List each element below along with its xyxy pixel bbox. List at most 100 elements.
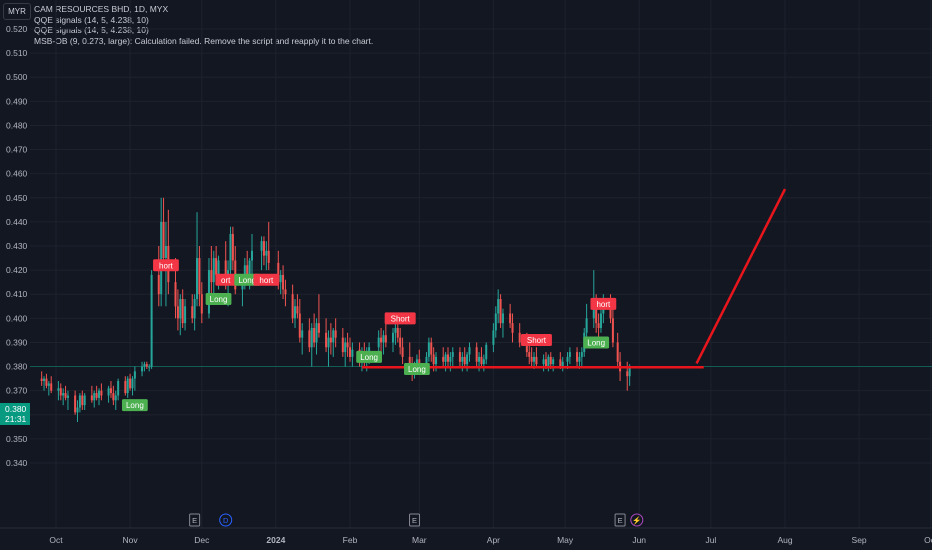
y-tick-label: 0.500: [6, 72, 28, 82]
earnings-marker[interactable]: E: [409, 513, 421, 527]
candle-body: [148, 366, 151, 368]
candle-body: [611, 318, 614, 343]
signal-text: ort: [221, 276, 231, 285]
drawings[interactable]: [361, 188, 787, 369]
legend-indicator-msb-ob[interactable]: MSB-OB (9, 0.273, large): Calculation fa…: [34, 35, 374, 46]
x-tick-label: Jul: [705, 535, 716, 545]
candle-body: [301, 330, 304, 338]
candle-body: [157, 274, 160, 295]
candle-body: [277, 262, 280, 283]
time-axis[interactable]: Oct Nov Dec 2024 Feb Mar Apr May Jun Jul Aug Sep Oct: [0, 527, 932, 545]
split-marker[interactable]: ⚡: [630, 513, 644, 527]
candle-body: [296, 306, 299, 314]
candle-body: [425, 356, 428, 365]
candle-body: [267, 250, 270, 263]
candle-body: [616, 342, 619, 362]
signal-box: [153, 259, 179, 272]
candle-body: [325, 332, 328, 348]
short-signal-label: hort: [253, 273, 280, 286]
candle-body: [535, 356, 538, 365]
signal-text: hort: [159, 261, 174, 270]
candle-body: [482, 359, 485, 365]
candle-body: [408, 356, 411, 367]
candle-body: [74, 395, 77, 413]
price-tag-countdown: 21:31: [5, 414, 27, 424]
legend-indicator-qqe-2[interactable]: QQE signals (14, 5, 4.238, 10): [34, 25, 149, 35]
legend-indicator-qqe-1[interactable]: QQE signals (14, 5, 4.238, 10): [34, 14, 149, 25]
candle-body: [432, 354, 435, 365]
candle-body: [317, 323, 320, 333]
event-markers[interactable]: E D E E ⚡: [189, 513, 644, 527]
x-tick-label: Oct: [49, 535, 63, 545]
short-signal-label: hort: [153, 259, 179, 272]
candle-body: [207, 270, 210, 314]
candle-body: [47, 383, 50, 386]
candle-body: [501, 313, 504, 324]
candle-body: [126, 378, 129, 394]
candle-body: [444, 354, 447, 362]
candle-body: [95, 393, 98, 398]
candle-body: [224, 260, 227, 280]
marker-text: E: [192, 516, 197, 525]
candle-body: [90, 395, 93, 401]
candle-body: [380, 337, 383, 343]
signal-box: [404, 362, 430, 375]
trend-line-drawing[interactable]: [695, 188, 787, 364]
candle-body: [480, 356, 483, 365]
candle-body: [626, 371, 629, 377]
currency-button[interactable]: MYR: [3, 3, 31, 20]
price-tag: 0.380 21:31: [0, 403, 30, 425]
x-tick-label: Oct: [924, 535, 932, 545]
candle-body: [585, 318, 588, 333]
y-tick-label: 0.350: [6, 434, 28, 444]
marker-text: ⚡: [632, 516, 641, 525]
candle-body: [430, 342, 433, 355]
candle-body: [547, 356, 550, 367]
candle-body: [377, 337, 380, 348]
candle-body: [83, 395, 86, 406]
price-axis[interactable]: 0.3400.3500.3600.3700.3800.3900.4000.410…: [6, 24, 28, 468]
candle-body: [291, 294, 294, 319]
candle-body: [576, 352, 579, 362]
candle-body: [561, 361, 564, 367]
candle-body: [475, 347, 478, 362]
candle-body: [133, 371, 136, 379]
candle-body: [530, 356, 533, 362]
candle-body: [193, 299, 196, 319]
legend-symbol-line[interactable]: CAM RESOURCES BHD, 1D, MYX: [34, 4, 169, 14]
candle-body: [59, 388, 62, 396]
y-tick-label: 0.340: [6, 458, 28, 468]
candle-body: [57, 388, 60, 391]
candle-body: [248, 260, 251, 275]
candle-body: [468, 347, 471, 355]
candle-body: [66, 395, 69, 398]
chart-legend: CAM RESOURCES BHD, 1D, MYX QQE signals (…: [34, 4, 373, 46]
candle-body: [394, 327, 397, 333]
candle-body: [461, 356, 464, 362]
chart-grid: [30, 0, 932, 528]
candle-body: [528, 352, 531, 357]
signal-text: hort: [259, 276, 274, 285]
candle-body: [265, 250, 268, 256]
candle-body: [533, 356, 536, 362]
long-signal-label: Long: [121, 399, 148, 412]
earnings-marker[interactable]: E: [189, 513, 201, 527]
x-tick-label: Sep: [852, 535, 867, 545]
candle-body: [145, 364, 148, 367]
earnings-marker[interactable]: E: [614, 513, 626, 527]
short-signal-label: Short: [520, 334, 552, 347]
candle-body: [549, 356, 552, 365]
dividend-marker[interactable]: D: [219, 513, 233, 527]
candle-body: [463, 356, 466, 365]
candle-body: [282, 274, 285, 290]
candle-body: [164, 246, 167, 259]
candle-body: [217, 260, 220, 275]
candle-body: [260, 241, 263, 251]
candle-body: [129, 378, 132, 389]
signal-text: Short: [391, 314, 411, 323]
signal-box: [215, 273, 237, 286]
marker-frame: [630, 513, 644, 527]
candle-body: [384, 335, 387, 343]
y-tick-label: 0.490: [6, 96, 28, 106]
